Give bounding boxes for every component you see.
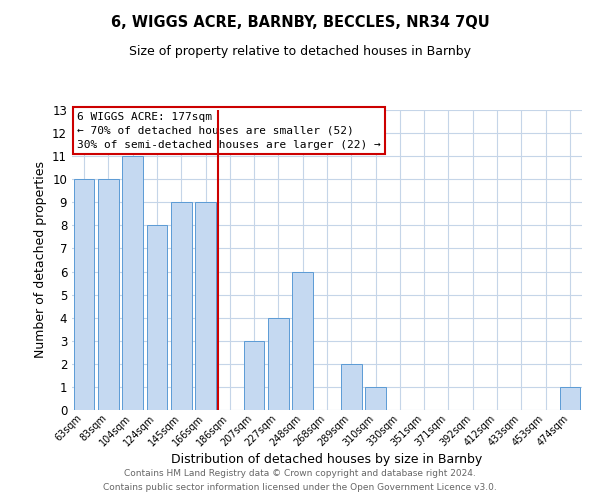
Bar bbox=[365, 387, 386, 410]
Bar bbox=[244, 341, 265, 410]
Text: Contains HM Land Registry data © Crown copyright and database right 2024.: Contains HM Land Registry data © Crown c… bbox=[124, 468, 476, 477]
Text: 6, WIGGS ACRE, BARNBY, BECCLES, NR34 7QU: 6, WIGGS ACRE, BARNBY, BECCLES, NR34 7QU bbox=[110, 15, 490, 30]
X-axis label: Distribution of detached houses by size in Barnby: Distribution of detached houses by size … bbox=[172, 454, 482, 466]
Bar bbox=[268, 318, 289, 410]
Bar bbox=[341, 364, 362, 410]
Y-axis label: Number of detached properties: Number of detached properties bbox=[34, 162, 47, 358]
Bar bbox=[122, 156, 143, 410]
Bar bbox=[146, 226, 167, 410]
Text: 6 WIGGS ACRE: 177sqm
← 70% of detached houses are smaller (52)
30% of semi-detac: 6 WIGGS ACRE: 177sqm ← 70% of detached h… bbox=[77, 112, 381, 150]
Bar bbox=[195, 202, 216, 410]
Text: Size of property relative to detached houses in Barnby: Size of property relative to detached ho… bbox=[129, 45, 471, 58]
Bar bbox=[98, 179, 119, 410]
Bar bbox=[560, 387, 580, 410]
Bar bbox=[292, 272, 313, 410]
Bar bbox=[74, 179, 94, 410]
Bar bbox=[171, 202, 191, 410]
Text: Contains public sector information licensed under the Open Government Licence v3: Contains public sector information licen… bbox=[103, 484, 497, 492]
